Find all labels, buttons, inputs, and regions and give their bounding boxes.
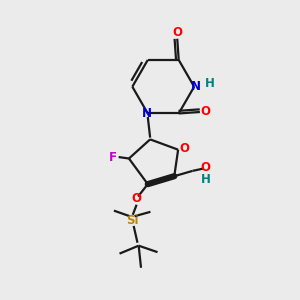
Text: O: O <box>132 192 142 206</box>
Text: O: O <box>200 161 211 174</box>
Text: O: O <box>172 26 182 39</box>
Text: H: H <box>205 77 214 90</box>
Text: O: O <box>201 106 211 118</box>
Text: H: H <box>201 173 210 186</box>
Text: Si: Si <box>126 214 138 227</box>
Text: N: N <box>142 107 152 120</box>
Text: F: F <box>109 151 117 164</box>
Text: O: O <box>179 142 189 155</box>
Text: N: N <box>190 80 201 93</box>
